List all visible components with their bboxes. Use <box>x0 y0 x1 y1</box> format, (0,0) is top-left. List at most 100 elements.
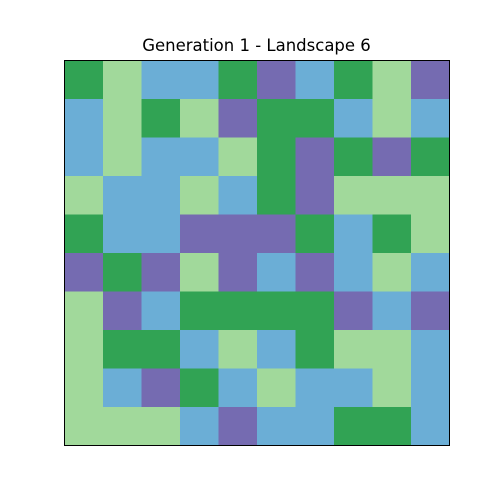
heatmap-cell-r6-c0 <box>64 291 104 331</box>
heatmap-cell-r0-c8 <box>372 60 412 100</box>
heatmap-cell-r8-c1 <box>103 368 142 408</box>
heatmap-cell-r2-c2 <box>141 137 181 177</box>
heatmap-cell-r1-c1 <box>103 99 142 138</box>
heatmap-cell-r7-c6 <box>295 330 335 369</box>
heatmap-cell-r2-c0 <box>64 137 104 177</box>
heatmap-cell-r8-c7 <box>334 368 373 408</box>
heatmap-cell-r6-c7 <box>334 291 373 331</box>
heatmap-cell-r3-c9 <box>411 176 450 215</box>
heatmap-cell-r1-c5 <box>257 99 296 138</box>
heatmap-cell-r4-c7 <box>334 214 373 254</box>
heatmap-cell-r3-c0 <box>64 176 104 215</box>
heatmap-cell-r5-c3 <box>180 253 219 292</box>
heatmap-cell-r3-c8 <box>372 176 412 215</box>
heatmap-cell-r3-c5 <box>257 176 296 215</box>
heatmap-cell-r7-c5 <box>257 330 296 369</box>
heatmap-cells <box>64 60 450 446</box>
heatmap-cell-r8-c3 <box>180 368 219 408</box>
heatmap-cell-r6-c2 <box>141 291 181 331</box>
heatmap-cell-r9-c1 <box>103 407 142 446</box>
heatmap-cell-r6-c6 <box>295 291 335 331</box>
heatmap-cell-r1-c6 <box>295 99 335 138</box>
heatmap-cell-r5-c1 <box>103 253 142 292</box>
heatmap-cell-r1-c4 <box>218 99 258 138</box>
heatmap-cell-r4-c2 <box>141 214 181 254</box>
heatmap-cell-r1-c0 <box>64 99 104 138</box>
heatmap-cell-r6-c3 <box>180 291 219 331</box>
plot-frame <box>64 60 450 446</box>
heatmap-cell-r0-c4 <box>218 60 258 100</box>
heatmap-cell-r7-c1 <box>103 330 142 369</box>
heatmap-cell-r9-c3 <box>180 407 219 446</box>
heatmap-cell-r6-c4 <box>218 291 258 331</box>
heatmap-cell-r7-c9 <box>411 330 450 369</box>
heatmap-cell-r8-c8 <box>372 368 412 408</box>
heatmap-cell-r0-c0 <box>64 60 104 100</box>
heatmap-cell-r1-c8 <box>372 99 412 138</box>
heatmap-cell-r0-c5 <box>257 60 296 100</box>
heatmap-cell-r7-c7 <box>334 330 373 369</box>
heatmap-cell-r4-c8 <box>372 214 412 254</box>
heatmap-cell-r9-c2 <box>141 407 181 446</box>
heatmap-cell-r3-c4 <box>218 176 258 215</box>
heatmap-cell-r9-c5 <box>257 407 296 446</box>
heatmap-cell-r3-c6 <box>295 176 335 215</box>
heatmap-cell-r0-c3 <box>180 60 219 100</box>
heatmap-cell-r2-c5 <box>257 137 296 177</box>
chart-title: Generation 1 - Landscape 6 <box>142 36 371 55</box>
heatmap-cell-r3-c2 <box>141 176 181 215</box>
heatmap-cell-r0-c2 <box>141 60 181 100</box>
heatmap-cell-r4-c6 <box>295 214 335 254</box>
heatmap-cell-r5-c2 <box>141 253 181 292</box>
heatmap-cell-r2-c6 <box>295 137 335 177</box>
heatmap-cell-r6-c8 <box>372 291 412 331</box>
heatmap-cell-r8-c9 <box>411 368 450 408</box>
heatmap-cell-r0-c9 <box>411 60 450 100</box>
heatmap-cell-r0-c6 <box>295 60 335 100</box>
heatmap-cell-r7-c0 <box>64 330 104 369</box>
heatmap-cell-r4-c0 <box>64 214 104 254</box>
heatmap-cell-r2-c8 <box>372 137 412 177</box>
heatmap-cell-r9-c4 <box>218 407 258 446</box>
heatmap-cell-r8-c6 <box>295 368 335 408</box>
heatmap-cell-r9-c9 <box>411 407 450 446</box>
heatmap-cell-r8-c0 <box>64 368 104 408</box>
heatmap-cell-r3-c7 <box>334 176 373 215</box>
heatmap-cell-r3-c3 <box>180 176 219 215</box>
heatmap-cell-r7-c4 <box>218 330 258 369</box>
heatmap-cell-r4-c9 <box>411 214 450 254</box>
heatmap-cell-r7-c3 <box>180 330 219 369</box>
heatmap-cell-r5-c0 <box>64 253 104 292</box>
heatmap-cell-r7-c2 <box>141 330 181 369</box>
heatmap-cell-r6-c1 <box>103 291 142 331</box>
heatmap-cell-r3-c1 <box>103 176 142 215</box>
heatmap-cell-r2-c7 <box>334 137 373 177</box>
heatmap-cell-r5-c7 <box>334 253 373 292</box>
heatmap-cell-r5-c4 <box>218 253 258 292</box>
heatmap-cell-r5-c6 <box>295 253 335 292</box>
heatmap-cell-r8-c2 <box>141 368 181 408</box>
heatmap-cell-r2-c9 <box>411 137 450 177</box>
heatmap-cell-r7-c8 <box>372 330 412 369</box>
heatmap-cell-r1-c7 <box>334 99 373 138</box>
heatmap-cell-r5-c9 <box>411 253 450 292</box>
heatmap-cell-r8-c5 <box>257 368 296 408</box>
heatmap-cell-r2-c1 <box>103 137 142 177</box>
heatmap-cell-r0-c7 <box>334 60 373 100</box>
heatmap-cell-r2-c3 <box>180 137 219 177</box>
heatmap-cell-r9-c0 <box>64 407 104 446</box>
heatmap-cell-r8-c4 <box>218 368 258 408</box>
heatmap-cell-r6-c5 <box>257 291 296 331</box>
heatmap-cell-r4-c5 <box>257 214 296 254</box>
heatmap-cell-r1-c3 <box>180 99 219 138</box>
heatmap-cell-r6-c9 <box>411 291 450 331</box>
heatmap-cell-r5-c8 <box>372 253 412 292</box>
heatmap-cell-r1-c9 <box>411 99 450 138</box>
heatmap-cell-r1-c2 <box>141 99 181 138</box>
heatmap-cell-r0-c1 <box>103 60 142 100</box>
heatmap-cell-r9-c7 <box>334 407 373 446</box>
heatmap-cell-r2-c4 <box>218 137 258 177</box>
heatmap-cell-r9-c6 <box>295 407 335 446</box>
heatmap-cell-r4-c4 <box>218 214 258 254</box>
